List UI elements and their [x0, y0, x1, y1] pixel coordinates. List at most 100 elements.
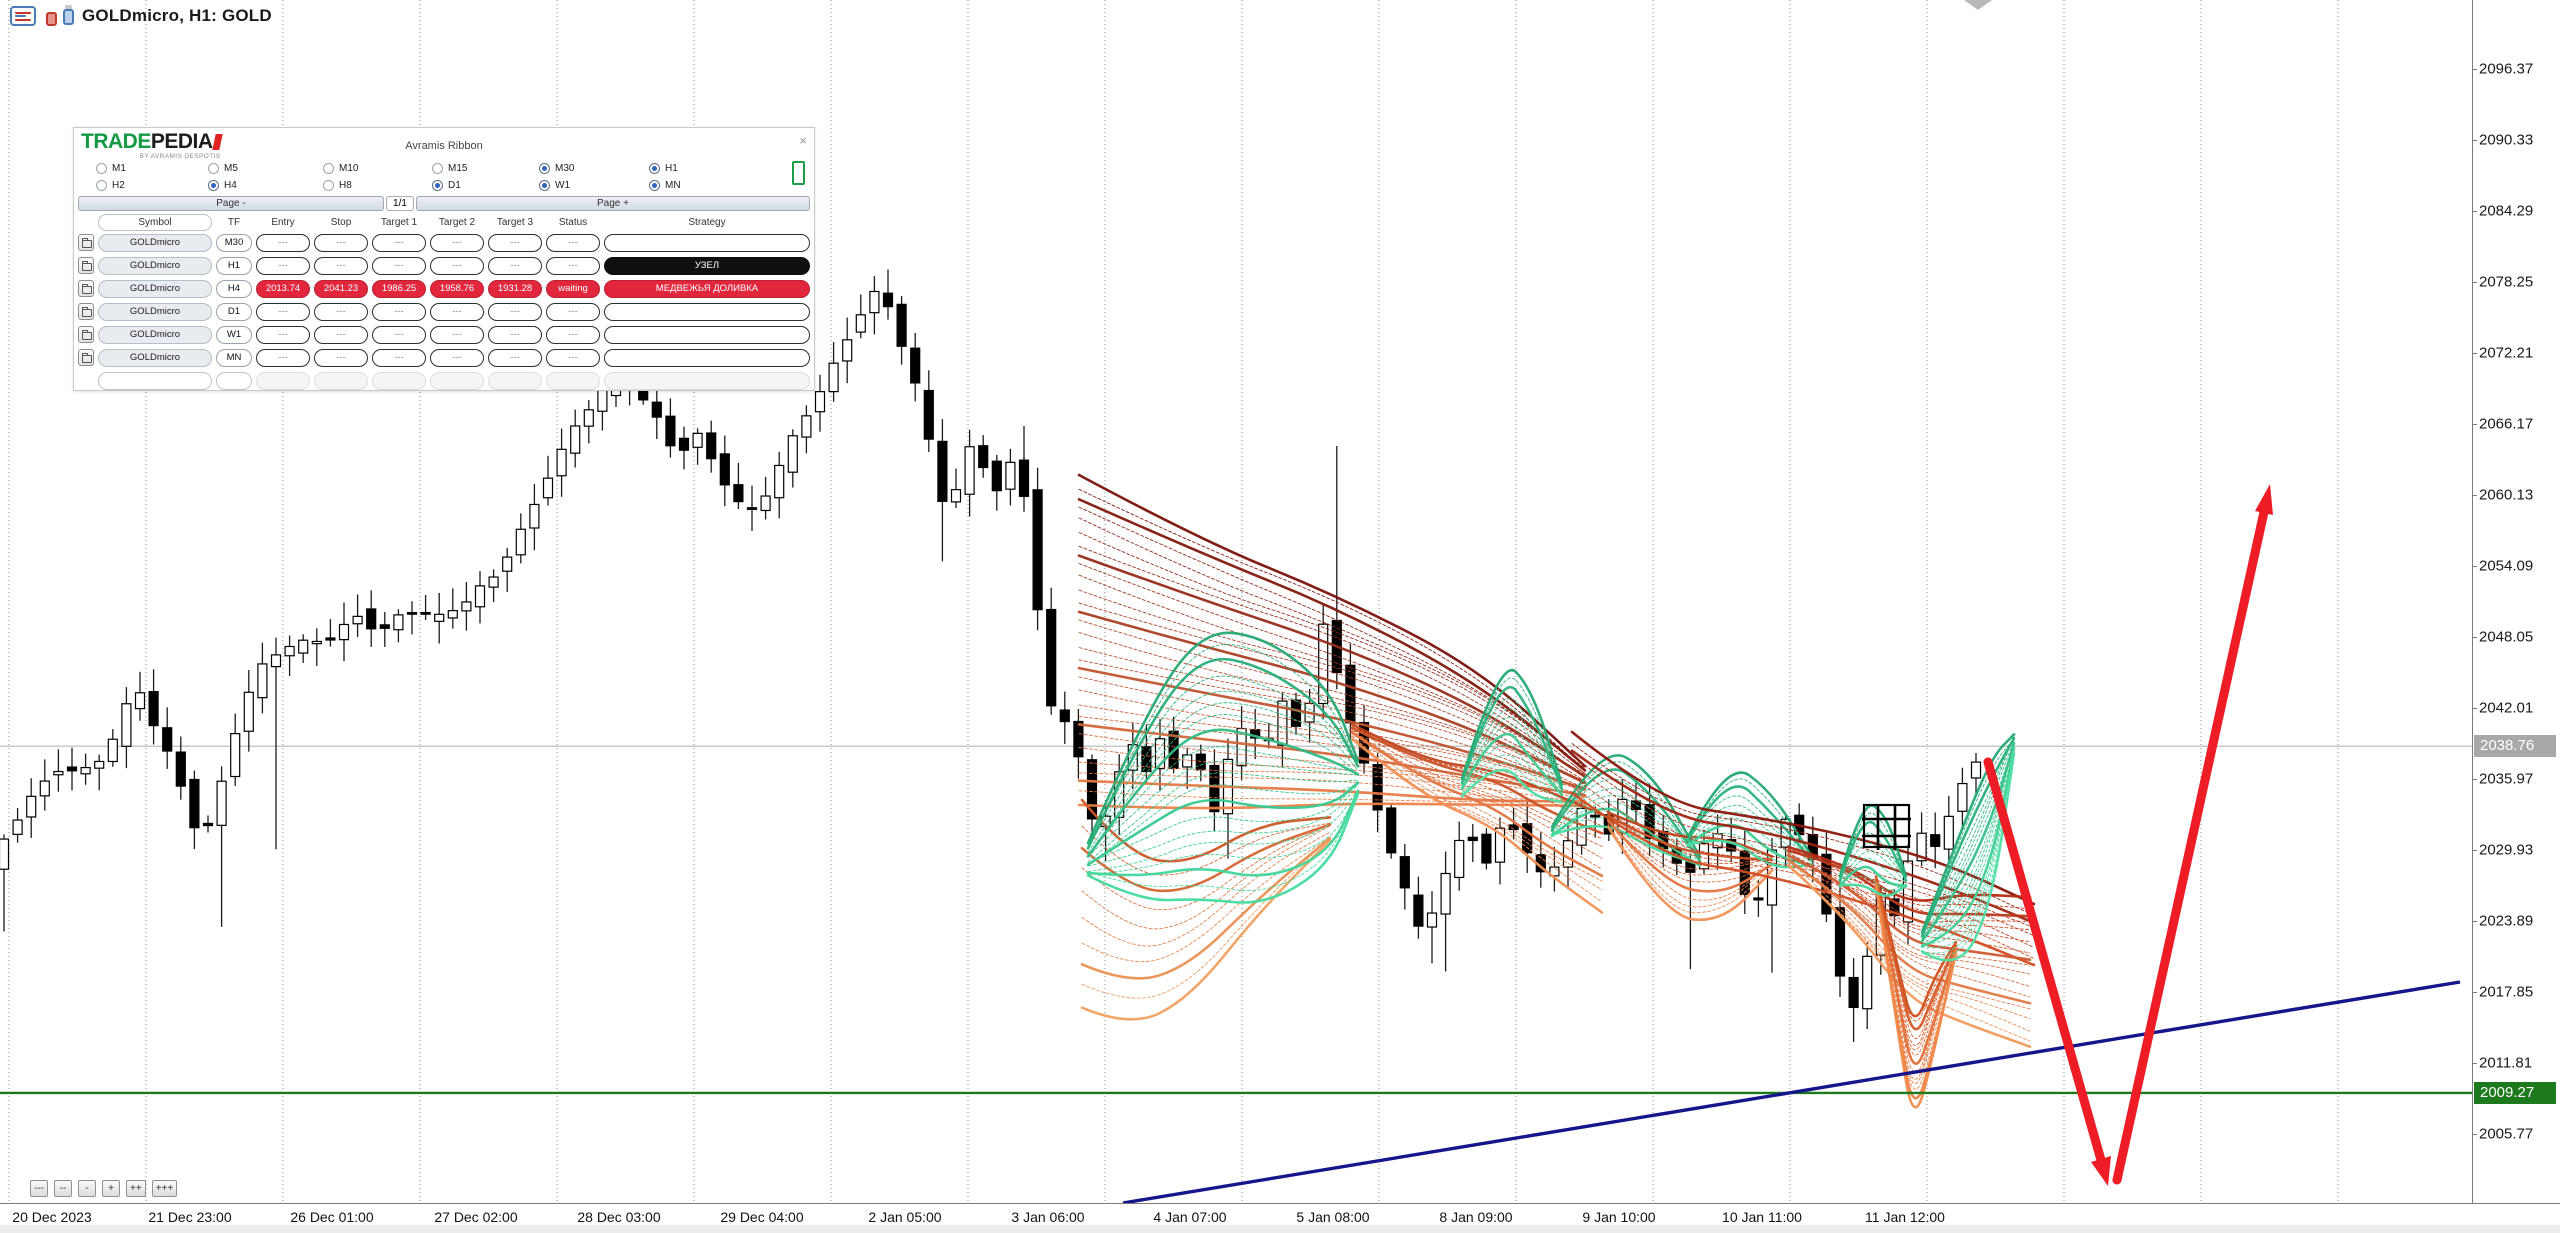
radio-icon[interactable]: [323, 179, 334, 191]
folder-icon[interactable]: [78, 349, 94, 366]
zoom-button[interactable]: ---: [30, 1180, 48, 1197]
price-tick-label: 2060.13: [2479, 486, 2534, 504]
close-icon[interactable]: ×: [799, 133, 807, 148]
stop-cell: ---: [314, 256, 368, 275]
symbol-cell: GOLDmicro: [98, 233, 212, 252]
target1-cell: ---: [372, 302, 426, 321]
price-tick-label: 2072.21: [2479, 344, 2534, 362]
empty-cell: [372, 371, 426, 390]
radio-icon[interactable]: [432, 179, 443, 191]
support-price-tag: 2009.27: [2474, 1081, 2556, 1104]
price-tick-label: 2078.25: [2479, 273, 2534, 291]
price-tick-label: 2017.85: [2479, 983, 2534, 1001]
radio-icon[interactable]: [96, 162, 107, 174]
price-tick-mark: [2473, 566, 2477, 567]
time-axis-label: 20 Dec 2023: [12, 1209, 92, 1225]
zoom-button[interactable]: ++: [126, 1180, 146, 1197]
zoom-button[interactable]: -: [78, 1180, 96, 1197]
strategy-cell: [604, 233, 810, 252]
zoom-button[interactable]: +: [102, 1180, 120, 1197]
table-row-m30: GOLDmicro M30 --- --- --- --- --- ---: [78, 231, 810, 254]
radio-icon[interactable]: [649, 179, 660, 191]
price-tick-label: 2042.01: [2479, 699, 2534, 717]
price-tick-mark: [2473, 68, 2477, 70]
column-header: Strategy: [688, 217, 726, 228]
timeframe-radio-h8[interactable]: H8: [323, 178, 352, 192]
mobile-frame-icon: [792, 161, 805, 185]
symbol-cell: GOLDmicro: [98, 256, 212, 275]
radio-icon[interactable]: [208, 162, 219, 174]
radio-icon[interactable]: [539, 162, 550, 174]
quotes-list-icon: [10, 6, 36, 26]
empty-cell: [314, 371, 368, 390]
target2-cell: ---: [430, 348, 484, 367]
radio-icon[interactable]: [432, 162, 443, 174]
time-axis-strip: [0, 1225, 2560, 1233]
target1-cell: 1986.25: [372, 279, 426, 298]
target3-cell: 1931.28: [488, 279, 542, 298]
stop-cell: 2041.23: [314, 279, 368, 298]
page-prev-button[interactable]: Page -: [78, 196, 384, 211]
trendline-blue: [1122, 980, 2461, 1205]
red-arrow: [1983, 484, 2273, 1186]
target1-cell: ---: [372, 325, 426, 344]
timeframe-radio-m15[interactable]: M15: [432, 161, 467, 175]
price-tick-mark: [2473, 1063, 2477, 1065]
current-price-tag: 2038.76: [2474, 735, 2556, 758]
strategy-cell: [604, 302, 810, 321]
tf-cell: MN: [216, 348, 252, 367]
target2-cell: ---: [430, 325, 484, 344]
column-header: Symbol: [98, 214, 212, 231]
top-triangle-icon: [1964, 0, 1992, 10]
radio-icon[interactable]: [539, 179, 550, 191]
page-next-button[interactable]: Page +: [416, 196, 810, 211]
zoom-button[interactable]: --: [54, 1180, 72, 1197]
timeframe-radio-mn[interactable]: MN: [649, 178, 681, 192]
position-marker: [1862, 803, 1911, 850]
timeframe-radio-h2[interactable]: H2: [96, 178, 125, 192]
folder-icon[interactable]: [78, 234, 94, 251]
timeframe-radio-d1[interactable]: D1: [432, 178, 461, 192]
timeframe-radio-m10[interactable]: M10: [323, 161, 358, 175]
price-tick-mark: [2473, 1134, 2477, 1136]
radio-icon[interactable]: [649, 162, 660, 174]
column-header: TF: [227, 217, 241, 228]
folder-icon[interactable]: [78, 257, 94, 274]
timeframe-radio-m30[interactable]: M30: [539, 161, 574, 175]
folder-icon[interactable]: [78, 303, 94, 320]
status-cell: ---: [546, 325, 600, 344]
tf-cell: H1: [216, 256, 252, 275]
timeframe-radio-h1[interactable]: H1: [649, 161, 678, 175]
price-tick-label: 2090.33: [2479, 131, 2534, 149]
time-axis-label: 10 Jan 11:00: [1722, 1209, 1802, 1225]
price-tick-mark: [2473, 708, 2477, 710]
timeframe-radio-m5[interactable]: M5: [208, 161, 238, 175]
time-axis[interactable]: 20 Dec 2023 21 Dec 23:00 26 Dec 01:00 27 De…: [0, 1203, 2560, 1233]
symbol-cell: GOLDmicro: [98, 348, 212, 367]
price-tick-label: 2048.05: [2479, 628, 2534, 646]
time-axis-label: 11 Jan 12:00: [1865, 1209, 1945, 1225]
price-axis[interactable]: 2096.37 2090.33 2084.29 2078.25 2072.21 2066.…: [2472, 0, 2560, 1233]
strategy-cell: [604, 325, 810, 344]
timeframe-radio-m1[interactable]: M1: [96, 161, 126, 175]
column-header: Status: [558, 217, 588, 228]
timeframe-radio-w1[interactable]: W1: [539, 178, 570, 192]
empty-cell: [488, 371, 542, 390]
price-tick-label: 2023.89: [2479, 912, 2534, 930]
time-axis-label: 26 Dec 01:00: [290, 1209, 374, 1225]
price-tick-label: 2011.81: [2479, 1054, 2533, 1072]
stop-cell: ---: [314, 233, 368, 252]
timeframe-label: W1: [555, 179, 570, 191]
folder-icon[interactable]: [78, 326, 94, 343]
folder-icon[interactable]: [78, 280, 94, 297]
timeframe-radio-h4[interactable]: H4: [208, 178, 237, 192]
entry-cell: 2013.74: [256, 279, 310, 298]
radio-icon[interactable]: [323, 162, 334, 174]
zoom-button[interactable]: +++: [151, 1180, 178, 1197]
radio-icon[interactable]: [96, 179, 107, 191]
page-indicator: 1/1: [386, 196, 414, 211]
radio-icon[interactable]: [208, 179, 219, 191]
target3-cell: ---: [488, 233, 542, 252]
